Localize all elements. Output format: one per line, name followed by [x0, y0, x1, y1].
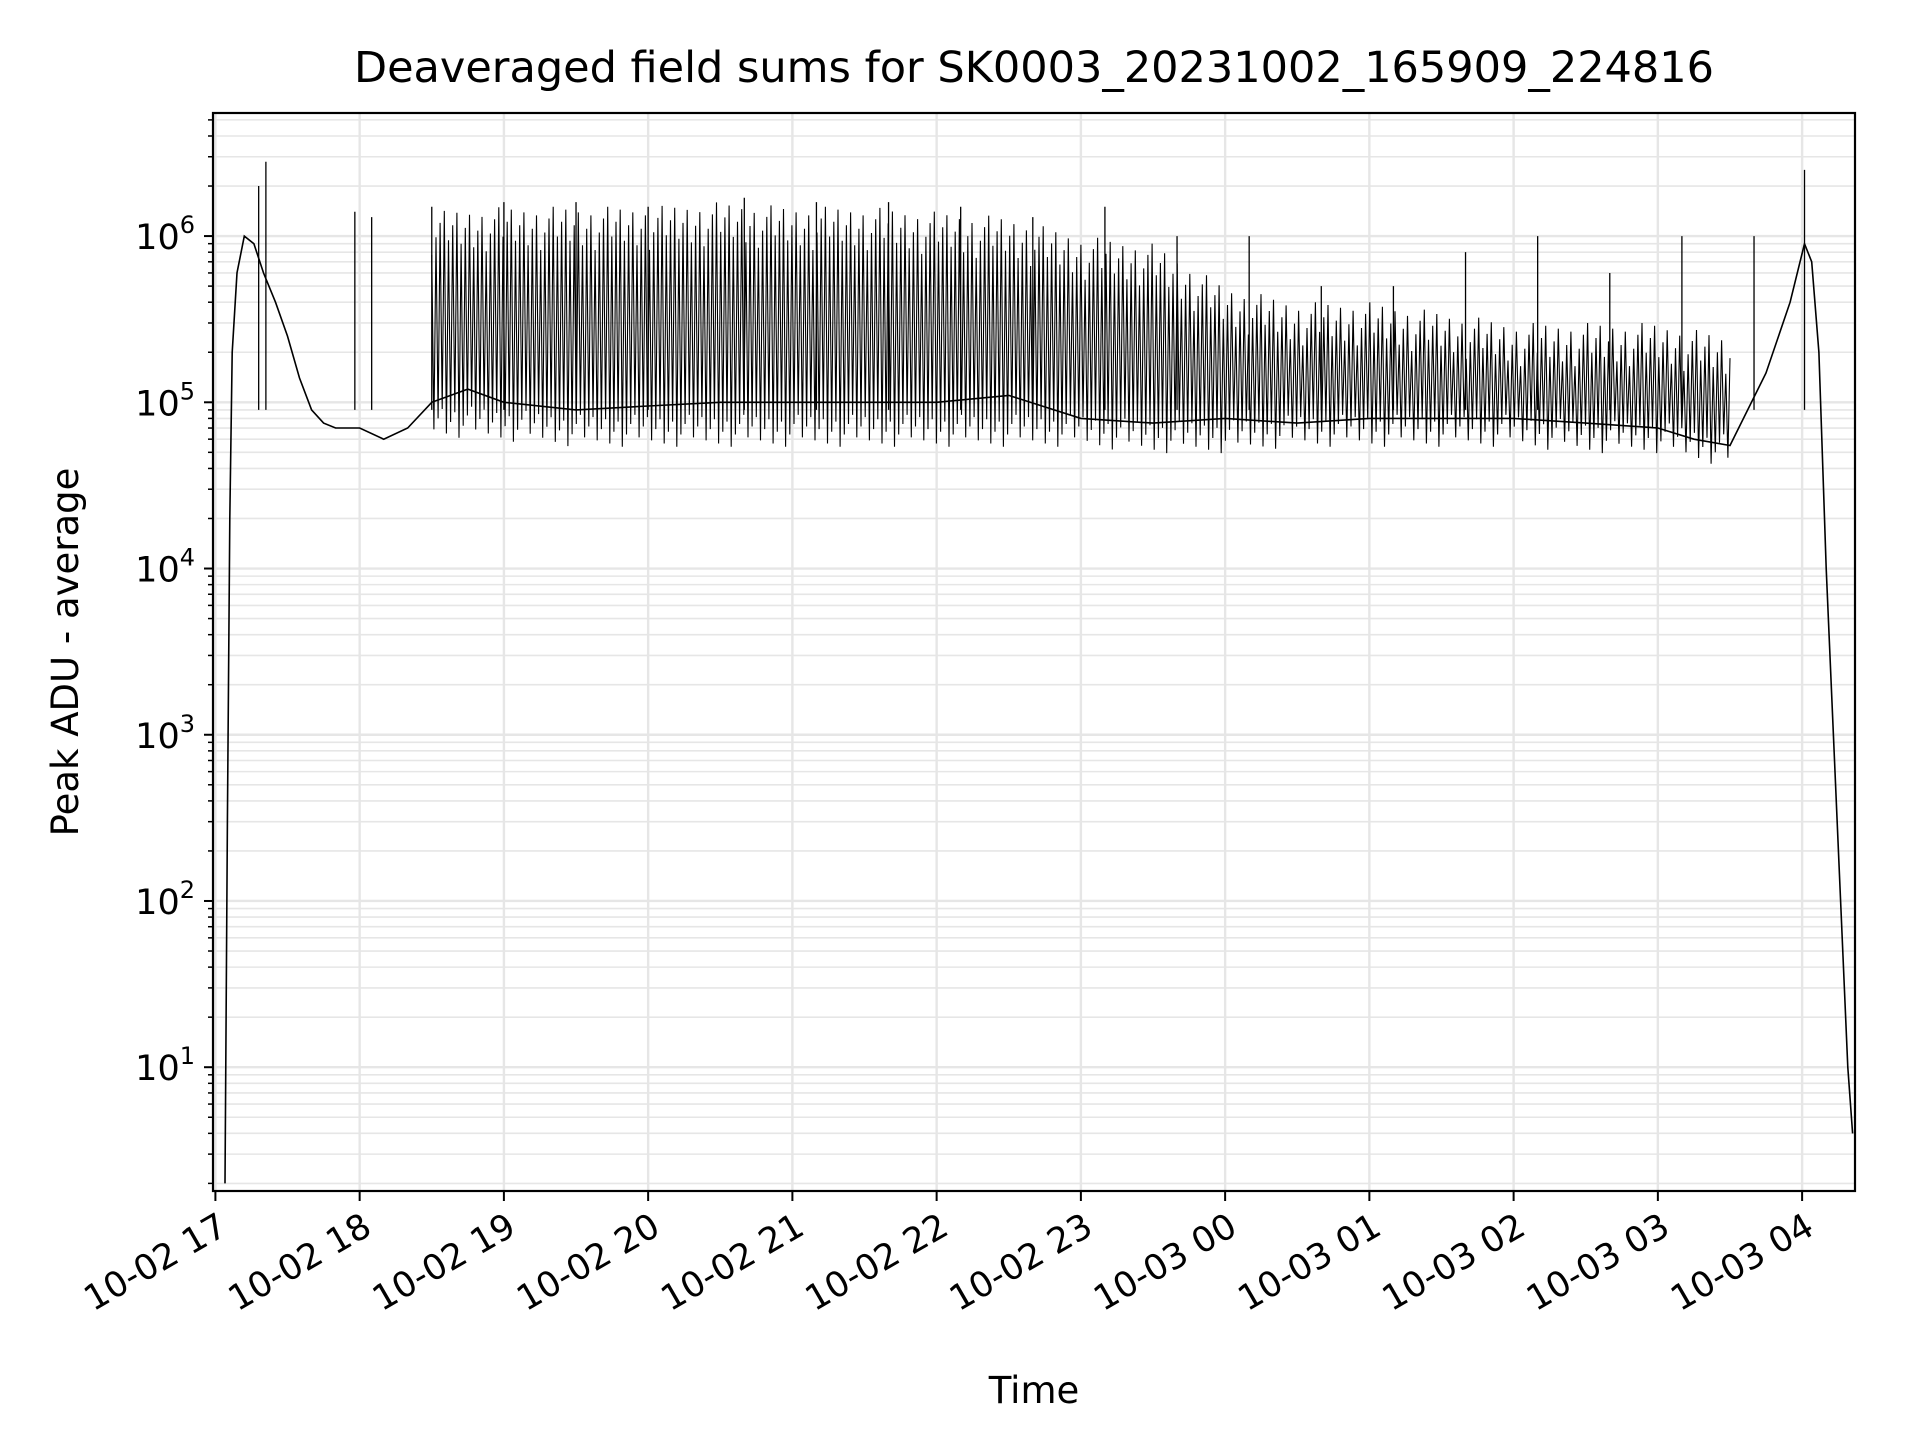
data-series: [224, 161, 1854, 1184]
y-axis-label: Peak ADU - average: [44, 468, 87, 837]
x-tick-label: 10-02 21: [655, 1206, 811, 1319]
y-tick-label: 104: [135, 544, 195, 591]
x-axis-label: Time: [988, 1369, 1080, 1412]
chart-title: Deaveraged field sums for SK0003_2023100…: [353, 43, 1714, 93]
x-tick-label: 10-02 17: [78, 1206, 234, 1319]
x-tick-label: 10-03 04: [1664, 1206, 1820, 1319]
x-tick-label: 10-02 18: [222, 1206, 378, 1319]
series-line: [224, 234, 1854, 1184]
y-tick-label: 102: [135, 876, 195, 923]
x-tick-label: 10-03 01: [1232, 1206, 1388, 1319]
x-tick-label: 10-02 23: [943, 1206, 1099, 1319]
y-tick-label: 101: [135, 1042, 195, 1089]
x-tick-label: 10-03 02: [1376, 1206, 1532, 1319]
x-tick-label: 10-02 22: [799, 1206, 955, 1319]
y-tick-label: 105: [135, 377, 195, 424]
y-tick-label: 103: [135, 710, 195, 757]
x-tick-label: 10-03 00: [1087, 1206, 1243, 1319]
x-tick-label: 10-02 20: [510, 1206, 666, 1319]
x-tick-label: 10-02 19: [366, 1206, 522, 1319]
x-tick-label: 10-03 03: [1520, 1206, 1676, 1319]
y-tick-label: 106: [135, 211, 195, 258]
plot-frame: [211, 111, 1857, 1193]
y-axis: 101 102 103 104 105 106: [135, 119, 213, 1185]
